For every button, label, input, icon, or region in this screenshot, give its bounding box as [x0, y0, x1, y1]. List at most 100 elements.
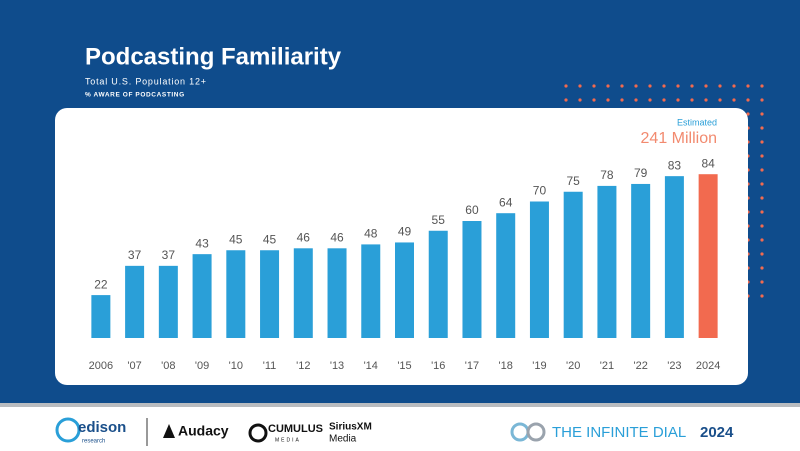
value-label: 70 — [533, 184, 547, 198]
dot — [760, 182, 764, 186]
dot — [760, 112, 764, 116]
dot — [746, 112, 750, 116]
dot — [620, 84, 624, 88]
dot — [704, 84, 708, 88]
value-label: 48 — [364, 227, 378, 241]
value-label: 78 — [600, 168, 614, 182]
audacy-icon — [163, 424, 175, 438]
value-label: 79 — [634, 166, 648, 180]
x-tick-label: '19 — [532, 360, 546, 372]
x-tick-label: '23 — [667, 360, 681, 372]
logo-text: Media — [329, 434, 357, 445]
x-tick-label: '07 — [127, 360, 141, 372]
dot — [606, 98, 610, 102]
x-tick-label: '14 — [364, 360, 378, 372]
dot — [732, 98, 736, 102]
cumulus-icon — [248, 423, 268, 443]
value-label: 37 — [162, 248, 176, 262]
value-label: 43 — [195, 236, 209, 250]
value-label: 37 — [128, 248, 142, 262]
dot — [606, 84, 610, 88]
footer-logos: edison research Audacy CUMULUS MEDIA Sir… — [55, 417, 734, 446]
value-label: 75 — [567, 174, 581, 188]
dot — [760, 294, 764, 298]
logo-text: SiriusXM — [329, 422, 372, 433]
dot — [760, 126, 764, 130]
bar — [91, 295, 111, 338]
value-label: 49 — [398, 225, 412, 239]
dot — [760, 210, 764, 214]
dot — [578, 84, 582, 88]
dot — [592, 84, 596, 88]
annotation-label: Estimated — [677, 117, 717, 127]
dot — [634, 98, 638, 102]
bar — [395, 242, 414, 338]
x-tick-label: '20 — [566, 360, 580, 372]
value-label: 45 — [229, 232, 243, 246]
x-tick-label: '08 — [161, 360, 175, 372]
x-tick-label: '18 — [499, 360, 513, 372]
value-label: 46 — [330, 230, 344, 244]
chart-subtitle: Total U.S. Population 12+ — [85, 76, 207, 86]
x-tick-label: '12 — [296, 360, 310, 372]
logo-text: edison — [78, 419, 126, 436]
x-tick-label: 2006 — [89, 360, 113, 372]
dot — [634, 84, 638, 88]
dot — [760, 266, 764, 270]
dot — [704, 98, 708, 102]
bar — [462, 221, 482, 338]
dot — [564, 84, 568, 88]
x-tick-label: '10 — [229, 360, 243, 372]
dot — [760, 140, 764, 144]
bar — [125, 265, 145, 338]
dot — [760, 280, 764, 284]
value-label: 64 — [499, 195, 513, 209]
divider — [0, 403, 800, 407]
logo-text: research — [82, 439, 105, 445]
axis-label: % AWARE OF PODCASTING — [85, 92, 185, 99]
bar — [226, 250, 246, 338]
dot — [564, 98, 568, 102]
x-tick-label: '11 — [263, 360, 277, 372]
dot — [648, 98, 652, 102]
x-tick-label: '15 — [397, 360, 411, 372]
value-label: 84 — [701, 156, 715, 170]
dot — [690, 98, 694, 102]
chart-title: Podcasting Familiarity — [85, 43, 342, 70]
brand-icon — [526, 422, 546, 442]
dot — [718, 98, 722, 102]
bar — [293, 248, 313, 338]
footer-background — [0, 407, 800, 451]
dot — [760, 196, 764, 200]
dot — [760, 84, 764, 88]
bar — [260, 250, 280, 338]
dot — [676, 84, 680, 88]
dot — [760, 252, 764, 256]
dot — [746, 98, 750, 102]
edison-icon — [55, 417, 81, 443]
dot — [746, 84, 750, 88]
logo-text: CUMULUS — [268, 423, 323, 435]
value-label: 55 — [432, 213, 446, 227]
bar — [428, 230, 448, 338]
x-tick-label: '09 — [195, 360, 209, 372]
x-tick-label: '21 — [600, 360, 614, 372]
dot — [760, 168, 764, 172]
dot — [648, 84, 652, 88]
dot — [620, 98, 624, 102]
dot — [676, 98, 680, 102]
bars: 22 2006 37 '07 37 '08 43 '09 45 '10 45 '11 46 '12 46 '1… — [89, 156, 721, 372]
brand-name: THE INFINITE DIAL — [552, 424, 686, 441]
bar — [361, 244, 381, 338]
annotation-value: 241 Million — [641, 130, 717, 147]
bar — [631, 183, 651, 338]
logo-text: MEDIA — [275, 437, 301, 443]
bar — [327, 248, 347, 338]
x-tick-label: '17 — [465, 360, 479, 372]
bar — [192, 254, 212, 338]
dot — [592, 98, 596, 102]
dot — [760, 224, 764, 228]
dot — [690, 84, 694, 88]
dot — [662, 84, 666, 88]
